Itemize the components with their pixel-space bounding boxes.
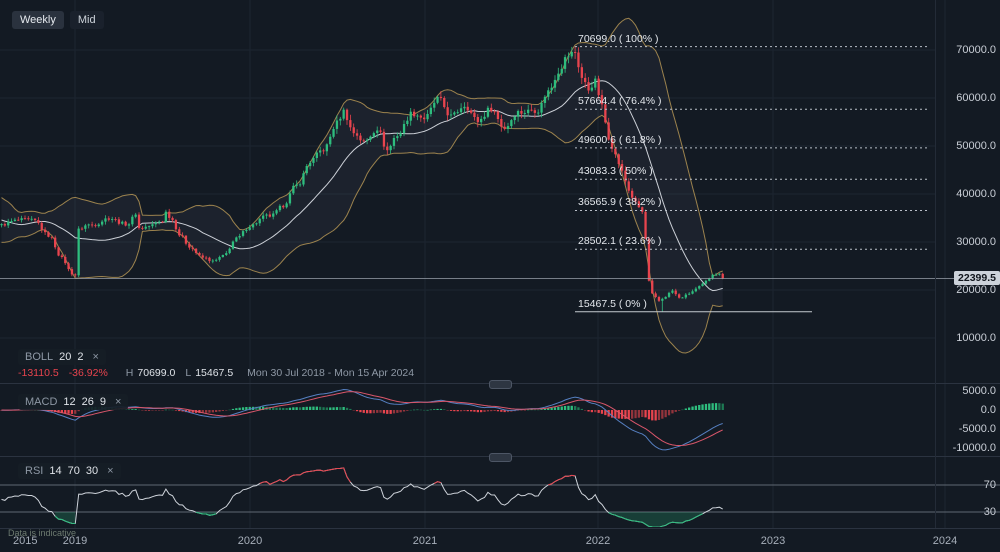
boll-param-mult: 2 bbox=[77, 351, 84, 363]
time-axis-label: 2020 bbox=[237, 535, 263, 547]
fib-level-label: 15467.5 ( 0% ) bbox=[578, 297, 647, 310]
panel-resize-handle[interactable] bbox=[489, 453, 512, 462]
macd-param-signal: 9 bbox=[99, 396, 107, 408]
price-axis-label: 70000.0 bbox=[956, 44, 996, 56]
last-price-badge: 22399.5 bbox=[954, 271, 1000, 285]
price-axis-label: 10000.0 bbox=[956, 332, 996, 344]
rsi-axis-label: 30 bbox=[983, 506, 996, 518]
boll-percent: -36.92% bbox=[68, 367, 108, 379]
fib-level-label: 43083.3 ( 50% ) bbox=[578, 165, 653, 178]
fib-level-label: 70699.0 ( 100% ) bbox=[578, 32, 659, 45]
rsi-axis-label: 70 bbox=[983, 479, 996, 491]
rsi-param-upper: 70 bbox=[67, 465, 80, 477]
indicative-data-note: Data is indicative bbox=[8, 528, 77, 538]
macd-axis-label: -10000.0 bbox=[952, 442, 996, 454]
rsi-indicator-pill[interactable]: RSI 14 70 30 × bbox=[18, 463, 121, 479]
time-axis-label: 2021 bbox=[412, 535, 438, 547]
rsi-param-lower: 30 bbox=[85, 465, 99, 477]
fib-level-label: 36565.9 ( 38.2% ) bbox=[578, 196, 662, 209]
macd-close-icon[interactable]: × bbox=[115, 396, 122, 408]
macd-axis-label: 0.0 bbox=[980, 404, 996, 416]
price-axis-label: 40000.0 bbox=[956, 188, 996, 200]
macd-param-fast: 12 bbox=[63, 396, 76, 408]
chart-toolbar: Weekly Mid bbox=[12, 11, 104, 29]
high-label: H bbox=[125, 367, 134, 379]
boll-values-row: -13110.5 -36.92% H 70699.0 L 15467.5 Mon… bbox=[18, 367, 414, 379]
fib-level-label: 28502.1 ( 23.6% ) bbox=[578, 235, 662, 248]
price-axis-label: 50000.0 bbox=[956, 140, 996, 152]
chart-style-button[interactable]: Mid bbox=[69, 11, 104, 29]
boll-name: BOLL bbox=[25, 351, 54, 363]
low-label: L bbox=[185, 367, 192, 379]
panel-resize-handle[interactable] bbox=[489, 380, 512, 389]
interval-button[interactable]: Weekly bbox=[12, 11, 64, 29]
high-value: 70699.0 bbox=[137, 367, 176, 379]
price-axis-label: 20000.0 bbox=[956, 284, 996, 296]
macd-axis-label: 5000.0 bbox=[962, 385, 996, 397]
boll-param-period: 20 bbox=[59, 351, 72, 363]
time-axis-label: 2015 bbox=[13, 535, 38, 547]
macd-param-slow: 26 bbox=[81, 396, 94, 408]
boll-value: -13110.5 bbox=[18, 367, 59, 379]
time-axis-label: 2022 bbox=[585, 535, 611, 547]
rsi-name: RSI bbox=[25, 465, 44, 477]
boll-indicator-pill[interactable]: BOLL 20 2 × bbox=[18, 349, 106, 365]
macd-indicator-pill[interactable]: MACD 12 26 9 × bbox=[18, 394, 129, 410]
macd-axis-label: -5000.0 bbox=[958, 423, 996, 435]
price-axis-label: 60000.0 bbox=[956, 92, 996, 104]
fib-level-label: 49600.6 ( 61.8% ) bbox=[578, 133, 662, 146]
time-axis-label: 2023 bbox=[760, 535, 786, 547]
boll-close-icon[interactable]: × bbox=[92, 351, 99, 363]
fib-level-label: 57664.4 ( 76.4% ) bbox=[578, 95, 662, 108]
time-axis-label: 2019 bbox=[62, 535, 88, 547]
rsi-param-period: 14 bbox=[49, 465, 62, 477]
price-axis-label: 30000.0 bbox=[956, 236, 996, 248]
macd-name: MACD bbox=[25, 396, 58, 408]
low-value: 15467.5 bbox=[195, 367, 234, 379]
rsi-close-icon[interactable]: × bbox=[107, 465, 114, 477]
date-range: Mon 30 Jul 2018 - Mon 15 Apr 2024 bbox=[247, 367, 415, 379]
time-axis-label: 2024 bbox=[932, 535, 958, 547]
